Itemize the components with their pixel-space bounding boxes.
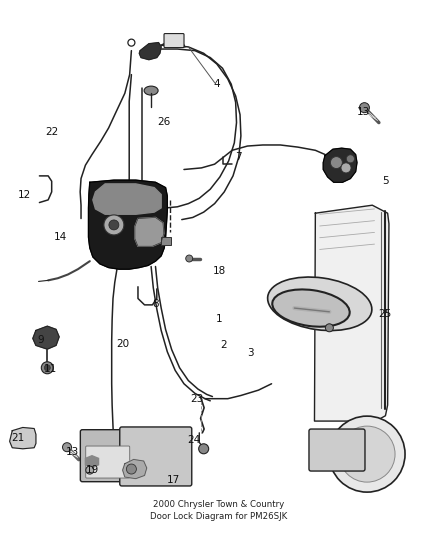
FancyBboxPatch shape: [161, 237, 171, 245]
Polygon shape: [10, 427, 36, 449]
Polygon shape: [85, 456, 99, 468]
Circle shape: [109, 220, 119, 230]
Text: 26: 26: [158, 117, 171, 126]
Polygon shape: [88, 180, 167, 269]
Polygon shape: [135, 217, 164, 246]
Text: 7: 7: [235, 152, 242, 162]
Polygon shape: [123, 459, 147, 479]
Text: 2000 Chrysler Town & Country
Door Lock Diagram for PM26SJK: 2000 Chrysler Town & Country Door Lock D…: [150, 500, 288, 521]
Circle shape: [339, 426, 395, 482]
Text: 21: 21: [11, 433, 24, 443]
FancyBboxPatch shape: [309, 429, 365, 471]
Text: 25: 25: [378, 310, 391, 319]
Text: 17: 17: [166, 475, 180, 484]
Polygon shape: [139, 43, 161, 60]
Text: 23: 23: [191, 394, 204, 403]
Circle shape: [63, 443, 71, 451]
Polygon shape: [314, 205, 389, 421]
Circle shape: [186, 255, 193, 262]
Text: 13: 13: [357, 107, 370, 117]
Text: 12: 12: [18, 190, 31, 199]
Text: 22: 22: [45, 127, 58, 137]
Text: 4: 4: [213, 79, 220, 89]
Circle shape: [127, 464, 136, 474]
Circle shape: [104, 215, 124, 235]
FancyBboxPatch shape: [120, 427, 192, 486]
Text: 11: 11: [44, 365, 57, 374]
Polygon shape: [33, 326, 59, 349]
Text: 5: 5: [382, 176, 389, 186]
Text: 24: 24: [187, 435, 201, 445]
Text: 18: 18: [212, 266, 226, 276]
Circle shape: [44, 365, 50, 371]
Polygon shape: [323, 148, 357, 182]
Text: 2: 2: [220, 341, 227, 350]
Text: 1: 1: [215, 314, 223, 324]
Text: 20: 20: [116, 339, 129, 349]
Ellipse shape: [268, 277, 372, 330]
Text: 14: 14: [54, 232, 67, 242]
Circle shape: [341, 163, 351, 173]
Circle shape: [330, 157, 343, 168]
Circle shape: [346, 155, 354, 163]
Text: 3: 3: [247, 349, 254, 358]
FancyBboxPatch shape: [164, 34, 184, 47]
Text: 13: 13: [66, 447, 79, 457]
FancyBboxPatch shape: [86, 446, 130, 478]
Circle shape: [329, 416, 405, 492]
Circle shape: [86, 466, 94, 474]
Text: 19: 19: [85, 465, 99, 475]
Circle shape: [325, 324, 333, 332]
Text: 9: 9: [37, 335, 44, 345]
Circle shape: [360, 103, 369, 112]
Polygon shape: [93, 184, 161, 214]
Ellipse shape: [144, 86, 158, 95]
Text: 8: 8: [152, 299, 159, 309]
FancyBboxPatch shape: [80, 430, 146, 482]
Circle shape: [41, 362, 53, 374]
Ellipse shape: [272, 289, 350, 327]
Circle shape: [199, 444, 208, 454]
